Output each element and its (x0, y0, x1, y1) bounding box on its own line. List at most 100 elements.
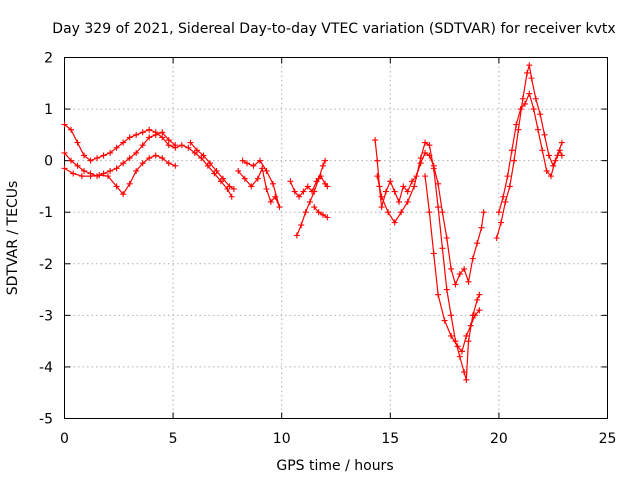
data-point (476, 307, 483, 314)
data-point (267, 198, 274, 205)
data-point (107, 167, 114, 174)
data-point (372, 137, 379, 144)
grid-lines (64, 57, 608, 419)
data-point (430, 165, 437, 172)
data-point (441, 317, 448, 324)
data-point (291, 188, 298, 195)
data-point (113, 183, 120, 190)
data-point (534, 126, 541, 133)
data-point (74, 162, 81, 169)
data-point (400, 183, 407, 190)
data-point (391, 188, 398, 195)
data-point (96, 172, 103, 179)
data-point (298, 222, 305, 229)
data-point (508, 147, 515, 154)
y-tick-label: -4 (39, 360, 53, 376)
data-point (172, 142, 179, 149)
data-point (461, 369, 468, 376)
data-point (254, 175, 261, 182)
data-point (448, 265, 455, 272)
data-point (250, 162, 257, 169)
data-point (463, 332, 470, 339)
data-point (461, 265, 468, 272)
y-axis-label: SDTVAR / TECUs (5, 181, 21, 296)
series-arc-h (311, 204, 331, 221)
data-point (324, 183, 331, 190)
data-point (511, 157, 518, 164)
data-point (521, 100, 528, 107)
data-point (185, 144, 192, 151)
data-point (133, 131, 140, 138)
data-point (385, 209, 392, 216)
data-point (293, 232, 300, 239)
data-point (165, 137, 172, 144)
data-point (61, 121, 68, 128)
data-point (537, 111, 544, 118)
data-point (213, 167, 220, 174)
data-point (248, 183, 255, 190)
data-point (558, 152, 565, 159)
data-point (374, 173, 381, 180)
data-point (241, 175, 248, 182)
data-point (458, 348, 465, 355)
x-tick-label: 25 (599, 431, 617, 447)
data-point (133, 167, 140, 174)
data-point (133, 149, 140, 156)
y-tick-label: -2 (39, 257, 53, 273)
data-point (304, 183, 311, 190)
data-point (443, 235, 450, 241)
data-point (539, 147, 546, 154)
data-point (417, 155, 424, 162)
data-point (94, 155, 101, 162)
data-point (139, 129, 146, 136)
data-point (302, 209, 309, 216)
data-point (532, 95, 539, 102)
data-point (172, 162, 179, 169)
data-point (465, 338, 472, 345)
data-point (474, 296, 481, 303)
data-point (456, 353, 463, 360)
data-point (165, 160, 172, 167)
data-point (502, 198, 509, 205)
data-point (469, 255, 476, 262)
data-point (478, 224, 485, 231)
data-point (435, 291, 442, 298)
data-point (87, 157, 94, 164)
data-point (467, 322, 474, 329)
series-line (190, 142, 235, 190)
data-point (500, 193, 507, 200)
data-point (387, 178, 394, 185)
data-point (207, 160, 214, 167)
data-point (558, 139, 565, 146)
data-point (454, 343, 461, 350)
data-point (395, 198, 402, 205)
data-point (526, 90, 533, 97)
data-point (259, 165, 266, 172)
data-point (296, 193, 303, 200)
data-point (548, 173, 555, 180)
data-point (256, 157, 263, 164)
data-point (165, 142, 172, 149)
data-point (146, 134, 153, 141)
data-point (422, 149, 429, 156)
series-arc-l (493, 62, 565, 241)
data-point (270, 180, 277, 187)
x-tick-label: 10 (273, 431, 291, 447)
data-point (322, 157, 329, 164)
series-line (289, 175, 328, 198)
data-point (193, 147, 200, 154)
data-point (517, 106, 524, 113)
data-point (456, 271, 463, 278)
data-point (513, 121, 520, 128)
data-point (378, 204, 385, 211)
data-point (178, 142, 185, 149)
data-point (493, 235, 500, 241)
data-point (417, 160, 424, 167)
data-point (430, 250, 437, 257)
data-point (374, 157, 381, 164)
data-point (68, 126, 75, 133)
data-point (382, 188, 389, 195)
series-arc-a (61, 121, 235, 200)
data-point (78, 173, 85, 180)
